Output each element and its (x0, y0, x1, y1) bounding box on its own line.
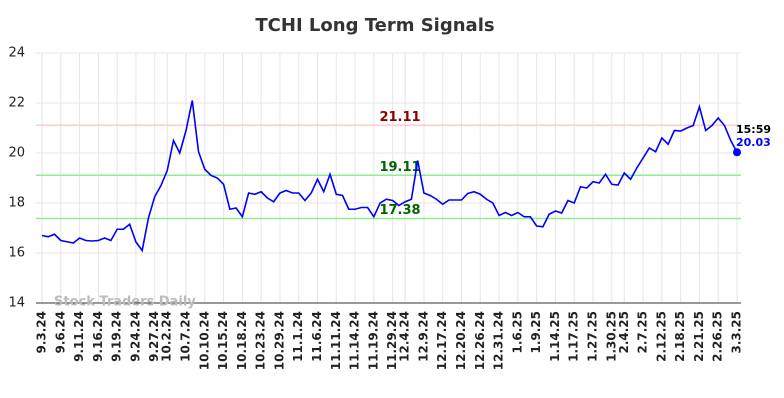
x-tick-label: 10.29.24 (272, 311, 286, 370)
x-tick-label: 10.7.24 (179, 311, 193, 362)
x-tick-label: 11.19.24 (366, 311, 380, 370)
x-tick-label: 1.17.25 (567, 311, 581, 362)
y-tick-label: 18 (8, 196, 25, 211)
y-tick-label: 16 (8, 246, 25, 261)
x-tick-label: 11.6.24 (310, 311, 324, 362)
last-value: 20.03 (736, 136, 771, 149)
x-tick-label: 10.2.24 (160, 311, 174, 362)
price-line (41, 100, 738, 253)
x-tick-label: 12.26.24 (473, 311, 487, 370)
x-tick-label: 10.15.24 (216, 311, 230, 370)
x-tick-label: 2.4.25 (617, 311, 631, 354)
x-tick-label: 9.16.24 (91, 311, 105, 362)
x-tick-label: 9.19.24 (110, 311, 124, 362)
x-tick-label: 12.17.24 (435, 311, 449, 370)
x-tick-label: 10.10.24 (197, 311, 211, 370)
x-tick-label: 9.27.24 (147, 311, 161, 362)
x-tick-label: 1.6.25 (510, 311, 524, 354)
last-time: 15:59 (736, 123, 771, 136)
x-tick-label: 9.6.24 (53, 311, 67, 354)
x-tick-label: 12.9.24 (416, 311, 430, 362)
x-tick-label: 12.20.24 (454, 311, 468, 370)
x-tick-label: 9.24.24 (128, 311, 142, 362)
signal-label: 17.38 (379, 203, 420, 218)
signal-label: 19.11 (379, 160, 420, 175)
chart-title: TCHI Long Term Signals (255, 15, 494, 36)
x-tick-label: 2.21.25 (692, 311, 706, 362)
x-tick-label: 11.1.24 (291, 311, 305, 362)
x-tick-label: 9.11.24 (72, 311, 86, 362)
y-tick-label: 20 (8, 146, 25, 161)
x-tick-label: 2.7.25 (636, 311, 650, 354)
y-tick-label: 24 (8, 46, 25, 61)
y-tick-label: 22 (8, 96, 25, 111)
watermark: Stock Traders Daily (54, 295, 196, 310)
x-tick-label: 11.29.24 (385, 311, 399, 370)
x-tick-label: 2.12.25 (654, 311, 668, 362)
x-tick-label: 12.4.24 (398, 311, 412, 362)
x-tick-label: 3.3.25 (730, 311, 744, 354)
y-tick-label: 14 (8, 296, 25, 311)
x-tick-label: 1.30.25 (604, 311, 618, 362)
x-tick-label: 1.27.25 (585, 311, 599, 362)
x-tick-label: 11.11.24 (329, 311, 343, 370)
x-tick-label: 1.9.25 (529, 311, 543, 354)
x-tick-label: 9.3.24 (35, 311, 49, 354)
x-tick-label: 2.26.25 (711, 311, 725, 362)
x-tick-label: 11.14.24 (348, 311, 362, 370)
x-tick-label: 10.18.24 (235, 311, 249, 370)
last-point (733, 148, 741, 157)
x-tick-label: 10.23.24 (254, 311, 268, 370)
x-tick-label: 2.18.25 (673, 311, 687, 362)
signal-label: 21.11 (379, 110, 420, 125)
x-tick-label: 12.31.24 (492, 311, 506, 370)
x-tick-label: 1.14.25 (548, 311, 562, 362)
